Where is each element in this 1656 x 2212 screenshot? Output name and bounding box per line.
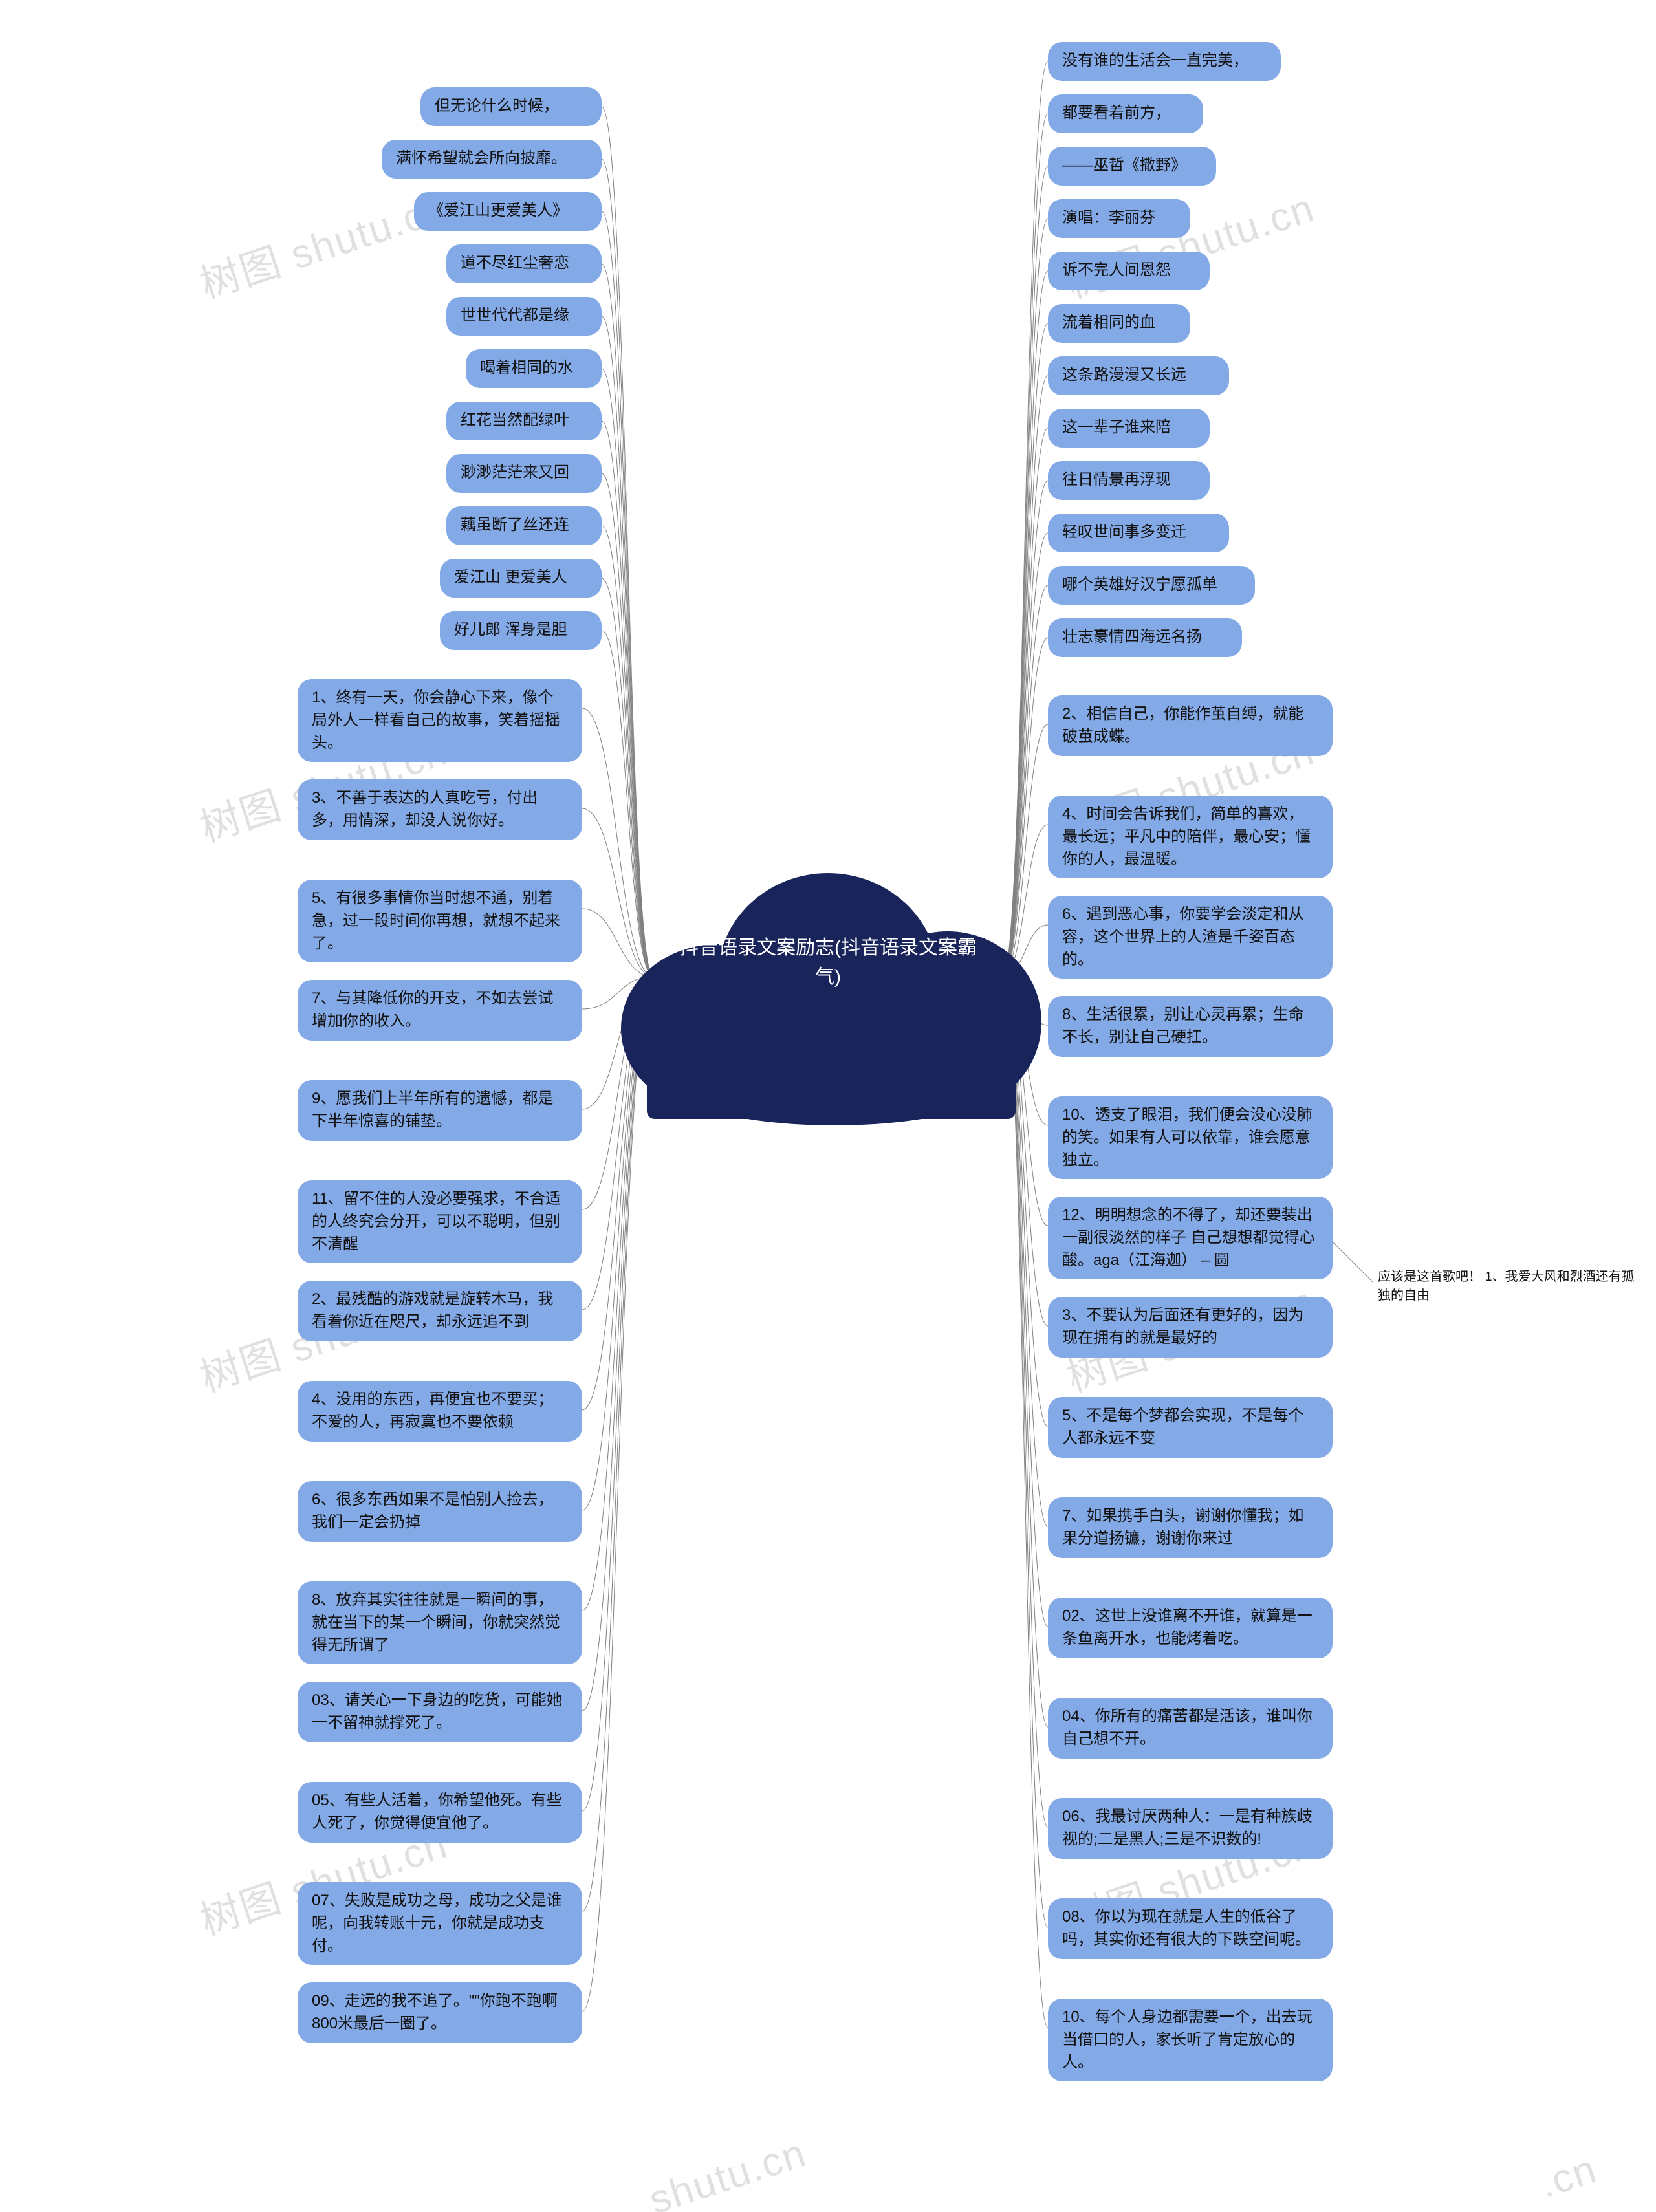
mindmap-node[interactable]: 8、放弃其实往往就是一瞬间的事，就在当下的某一个瞬间，你就突然觉得无所谓了 — [298, 1581, 582, 1664]
mindmap-node[interactable]: 这一辈子谁来陪 — [1048, 409, 1210, 448]
mindmap-node[interactable]: 藕虽断了丝还连 — [446, 506, 602, 545]
mindmap-node[interactable]: 好儿郎 浑身是胆 — [440, 611, 602, 650]
mindmap-node[interactable]: 09、走远的我不追了。""你跑不跑啊800米最后一圈了。 — [298, 1982, 582, 2043]
mindmap-canvas: 树图 shutu.cn树图 shutu.cn树图 shutu.cn树图 shut… — [0, 0, 1656, 2212]
mindmap-node[interactable]: 《爱江山更爱美人》 — [414, 192, 602, 231]
mindmap-node[interactable]: 04、你所有的痛苦都是活该，谁叫你自己想不开。 — [1048, 1698, 1333, 1759]
mindmap-node[interactable]: 6、遇到恶心事，你要学会淡定和从容，这个世界上的人渣是千姿百态的。 — [1048, 896, 1333, 979]
mindmap-node[interactable]: 诉不完人间恩怨 — [1048, 252, 1210, 290]
mindmap-node[interactable]: 8、生活很累，别让心灵再累；生命不长，别让自己硬扛。 — [1048, 996, 1333, 1057]
mindmap-node[interactable]: 10、透支了眼泪，我们便会没心没肺的笑。如果有人可以依靠，谁会愿意独立。 — [1048, 1096, 1333, 1179]
mindmap-node[interactable]: 轻叹世间事多变迁 — [1048, 514, 1229, 552]
mindmap-node[interactable]: ——巫哲《撒野》 — [1048, 147, 1216, 186]
mindmap-node[interactable]: 都要看着前方， — [1048, 94, 1203, 133]
mindmap-node[interactable]: 壮志豪情四海远名扬 — [1048, 618, 1242, 657]
center-topic-label: 抖音语录文案励志(抖音语录文案霸气) — [666, 933, 989, 992]
mindmap-node[interactable]: 2、最残酷的游戏就是旋转木马，我看着你近在咫尺，却永远追不到 — [298, 1281, 582, 1341]
mindmap-node[interactable]: 爱江山 更爱美人 — [440, 559, 602, 598]
mindmap-node[interactable]: 渺渺茫茫来又回 — [446, 454, 602, 493]
mindmap-node[interactable]: 12、明明想念的不得了，却还要装出一副很淡然的样子 自己想想都觉得心酸。aga（… — [1048, 1197, 1333, 1279]
mindmap-node[interactable]: 道不尽红尘奢恋 — [446, 244, 602, 283]
watermark: shutu.cn — [644, 2130, 812, 2212]
mindmap-node[interactable]: 10、每个人身边都需要一个，出去玩当借口的人，家长听了肯定放心的人。 — [1048, 1999, 1333, 2081]
mindmap-node[interactable]: 3、不要认为后面还有更好的，因为现在拥有的就是最好的 — [1048, 1297, 1333, 1358]
mindmap-node[interactable]: 5、有很多事情你当时想不通，别着急，过一段时间你再想，就想不起来了。 — [298, 880, 582, 962]
mindmap-node[interactable]: 08、你以为现在就是人生的低谷了吗，其实你还有很大的下跌空间呢。 — [1048, 1898, 1333, 1959]
mindmap-node[interactable]: 世世代代都是缘 — [446, 297, 602, 336]
mindmap-node[interactable]: 11、留不住的人没必要强求，不合适的人终究会分开，可以不聪明，但别不清醒 — [298, 1180, 582, 1263]
center-topic[interactable]: 抖音语录文案励志(抖音语录文案霸气) — [621, 834, 1035, 1112]
mindmap-node[interactable]: 6、很多东西如果不是怕别人捡去，我们一定会扔掉 — [298, 1481, 582, 1542]
mindmap-node[interactable]: 06、我最讨厌两种人：一是有种族歧视的;二是黑人;三是不识数的! — [1048, 1798, 1333, 1859]
mindmap-node[interactable]: 红花当然配绿叶 — [446, 402, 602, 440]
mindmap-node[interactable]: 流着相同的血 — [1048, 304, 1190, 343]
mindmap-node[interactable]: 9、愿我们上半年所有的遗憾，都是下半年惊喜的铺垫。 — [298, 1080, 582, 1141]
mindmap-node[interactable]: 02、这世上没谁离不开谁，就算是一条鱼离开水，也能烤着吃。 — [1048, 1598, 1333, 1658]
side-note: 应该是这首歌吧！ 1、我爱大风和烈酒还有孤独的自由 — [1378, 1268, 1637, 1305]
mindmap-node[interactable]: 4、没用的东西，再便宜也不要买；不爱的人，再寂寞也不要依赖 — [298, 1381, 582, 1442]
mindmap-node[interactable]: 7、与其降低你的开支，不如去尝试增加你的收入。 — [298, 980, 582, 1041]
mindmap-node[interactable]: 但无论什么时候， — [420, 87, 602, 126]
mindmap-node[interactable]: 5、不是每个梦都会实现，不是每个人都永远不变 — [1048, 1397, 1333, 1458]
mindmap-node[interactable]: 没有谁的生活会一直完美， — [1048, 42, 1281, 81]
mindmap-node[interactable]: 03、请关心一下身边的吃货，可能她一不留神就撑死了。 — [298, 1682, 582, 1742]
mindmap-node[interactable]: 哪个英雄好汉宁愿孤单 — [1048, 566, 1255, 605]
watermark: .cn — [1534, 2146, 1602, 2207]
mindmap-node[interactable]: 满怀希望就会所向披靡。 — [382, 140, 602, 179]
mindmap-node[interactable]: 1、终有一天，你会静心下来，像个局外人一样看自己的故事，笑着摇摇头。 — [298, 679, 582, 762]
mindmap-node[interactable]: 喝着相同的水 — [466, 349, 602, 388]
mindmap-node[interactable]: 4、时间会告诉我们，简单的喜欢，最长远；平凡中的陪伴，最心安；懂你的人，最温暖。 — [1048, 796, 1333, 878]
watermark: 树图 shutu.cn — [191, 175, 454, 310]
mindmap-node[interactable]: 3、不善于表达的人真吃亏，付出多，用情深，却没人说你好。 — [298, 779, 582, 840]
mindmap-node[interactable]: 往日情景再浮现 — [1048, 461, 1210, 500]
mindmap-node[interactable]: 这条路漫漫又长远 — [1048, 356, 1229, 395]
mindmap-node[interactable]: 演唱：李丽芬 — [1048, 199, 1190, 238]
mindmap-node[interactable]: 2、相信自己，你能作茧自缚，就能破茧成蝶。 — [1048, 695, 1333, 756]
mindmap-node[interactable]: 7、如果携手白头，谢谢你懂我；如果分道扬镳，谢谢你来过 — [1048, 1497, 1333, 1558]
mindmap-node[interactable]: 05、有些人活着，你希望他死。有些人死了，你觉得便宜他了。 — [298, 1782, 582, 1843]
mindmap-node[interactable]: 07、失败是成功之母，成功之父是谁呢，向我转账十元，你就是成功支付。 — [298, 1882, 582, 1965]
